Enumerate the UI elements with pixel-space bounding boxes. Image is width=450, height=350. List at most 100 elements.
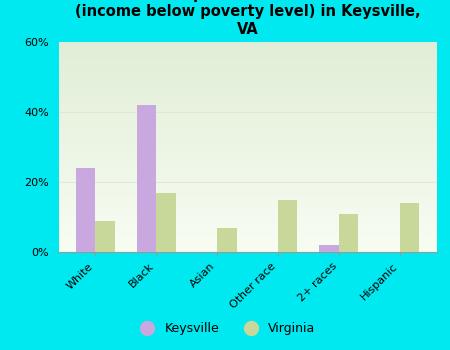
Bar (58, 155, 436, 158)
Bar (58, 178, 436, 181)
Bar (58, 134, 436, 136)
Bar (58, 210, 436, 212)
Bar (58, 78, 436, 80)
Bar (58, 69, 436, 71)
Bar (320, 245, 339, 252)
Bar (58, 124, 436, 126)
Bar (58, 44, 436, 46)
Bar (58, 185, 436, 187)
Bar (58, 86, 436, 88)
Bar (58, 183, 436, 185)
Bar (58, 61, 436, 63)
Bar (58, 84, 436, 86)
Bar (58, 223, 436, 225)
Bar (58, 189, 436, 191)
Bar (58, 244, 436, 246)
Bar (76, 168, 95, 252)
Bar (58, 128, 436, 130)
Bar (58, 227, 436, 229)
Bar (58, 57, 436, 59)
Bar (58, 202, 436, 204)
Bar (58, 101, 436, 103)
Bar (58, 105, 436, 107)
Bar (58, 65, 436, 67)
Bar (58, 153, 436, 155)
Bar (58, 149, 436, 151)
Bar (58, 92, 436, 95)
Bar (58, 122, 436, 124)
Bar (58, 82, 436, 84)
Bar (58, 248, 436, 250)
Bar (58, 111, 436, 113)
Bar (58, 132, 436, 134)
Bar (217, 228, 237, 252)
Bar (58, 172, 436, 174)
Bar (58, 139, 436, 141)
Bar (58, 174, 436, 176)
Bar (58, 113, 436, 116)
Bar (58, 181, 436, 183)
Bar (58, 48, 436, 50)
Bar (58, 80, 436, 82)
Bar (58, 237, 436, 239)
Bar (58, 130, 436, 132)
Bar (58, 166, 436, 168)
Bar (58, 107, 436, 109)
Bar (58, 151, 436, 153)
Legend: Keysville, Virginia: Keysville, Virginia (130, 317, 320, 340)
Title: Breakdown of poor residents within races
(income below poverty level) in Keysvil: Breakdown of poor residents within races… (74, 0, 421, 37)
Bar (58, 67, 436, 69)
Bar (95, 220, 115, 252)
Bar (58, 145, 436, 147)
Bar (58, 126, 436, 128)
Bar (58, 197, 436, 199)
Bar (58, 208, 436, 210)
Bar (58, 116, 436, 118)
Bar (58, 241, 436, 244)
Bar (58, 212, 436, 214)
Bar (58, 147, 436, 149)
Bar (58, 191, 436, 193)
Bar (58, 235, 436, 237)
Bar (58, 99, 436, 101)
Bar (58, 168, 436, 170)
Bar (58, 59, 436, 61)
Bar (58, 193, 436, 195)
Bar (58, 233, 436, 235)
Bar (58, 88, 436, 90)
Bar (58, 220, 436, 223)
Bar (58, 250, 436, 252)
Bar (58, 136, 436, 139)
Bar (58, 118, 436, 120)
Bar (58, 195, 436, 197)
Bar (58, 158, 436, 160)
Bar (58, 50, 436, 52)
Bar (58, 229, 436, 231)
Bar (58, 71, 436, 74)
Bar (278, 199, 297, 252)
Bar (58, 103, 436, 105)
Bar (58, 204, 436, 206)
Bar (137, 105, 156, 252)
Bar (58, 76, 436, 78)
Bar (58, 63, 436, 65)
Bar (58, 97, 436, 99)
Bar (58, 231, 436, 233)
Bar (339, 214, 358, 252)
Bar (58, 187, 436, 189)
Bar (58, 162, 436, 164)
Bar (58, 246, 436, 248)
Bar (58, 90, 436, 92)
Bar (58, 52, 436, 55)
Bar (58, 55, 436, 57)
Bar (400, 203, 419, 252)
Bar (58, 164, 436, 166)
Bar (58, 176, 436, 178)
Bar (58, 94, 436, 97)
Bar (58, 214, 436, 216)
Bar (58, 216, 436, 218)
Bar (58, 74, 436, 76)
Bar (58, 218, 436, 220)
Bar (156, 193, 176, 252)
Bar (58, 170, 436, 172)
